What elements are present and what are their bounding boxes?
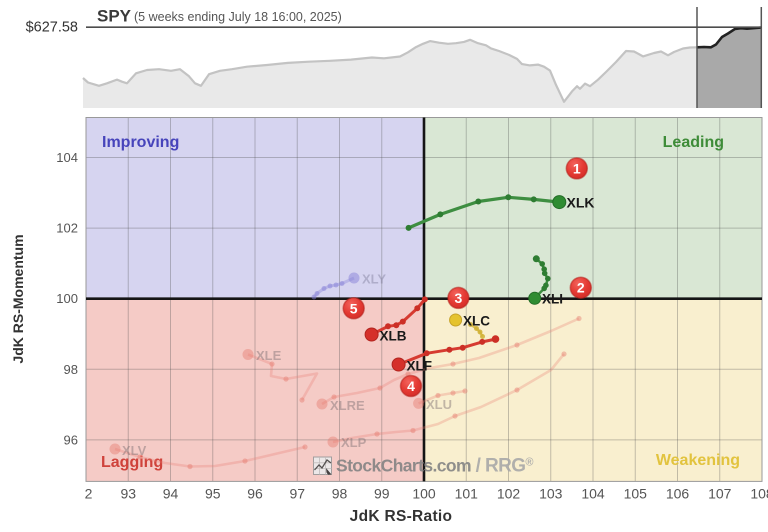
svg-text:96: 96 [64, 432, 78, 447]
svg-text:100: 100 [412, 486, 436, 502]
svg-text:Improving: Improving [102, 134, 179, 151]
svg-text:97: 97 [289, 486, 305, 502]
svg-text:106: 106 [666, 486, 690, 502]
svg-text:95: 95 [205, 486, 221, 502]
svg-text:XLB: XLB [380, 329, 407, 344]
svg-text:XLE: XLE [256, 348, 282, 363]
svg-text:Weakening: Weakening [656, 452, 740, 469]
svg-text:1: 1 [573, 160, 581, 176]
svg-text:XLV: XLV [122, 443, 147, 458]
svg-text:(5 weeks ending July 18 16:00,: (5 weeks ending July 18 16:00, 2025) [134, 10, 342, 24]
svg-text:2: 2 [85, 486, 93, 502]
svg-text:2: 2 [577, 280, 585, 296]
svg-text:105: 105 [624, 486, 648, 502]
svg-text:$627.58: $627.58 [26, 20, 78, 36]
svg-text:99: 99 [374, 486, 390, 502]
svg-text:104: 104 [56, 150, 78, 165]
svg-text:102: 102 [56, 221, 78, 236]
svg-text:102: 102 [497, 486, 521, 502]
svg-text:3: 3 [455, 290, 463, 306]
svg-text:107: 107 [708, 486, 732, 502]
svg-text:100: 100 [56, 291, 78, 306]
svg-text:104: 104 [581, 486, 605, 502]
svg-text:JdK RS-Momentum: JdK RS-Momentum [10, 234, 26, 363]
svg-text:4: 4 [407, 378, 415, 394]
svg-text:SPY: SPY [97, 7, 132, 26]
svg-text:XLI: XLI [542, 292, 563, 307]
svg-text:XLK: XLK [567, 195, 595, 211]
svg-text:XLY: XLY [362, 272, 386, 287]
svg-text:XLP: XLP [341, 435, 367, 450]
svg-text:Lagging: Lagging [101, 454, 163, 471]
svg-text:108: 108 [750, 486, 768, 502]
svg-text:JdK RS-Ratio: JdK RS-Ratio [350, 508, 453, 525]
svg-text:98: 98 [332, 486, 348, 502]
svg-text:98: 98 [64, 362, 78, 377]
svg-text:Leading: Leading [663, 134, 724, 151]
svg-text:StockCharts.com / RRG®: StockCharts.com / RRG® [336, 456, 533, 477]
svg-text:96: 96 [247, 486, 263, 502]
svg-text:XLF: XLF [407, 359, 433, 374]
svg-text:5: 5 [350, 300, 358, 316]
svg-text:XLU: XLU [426, 397, 452, 412]
svg-text:93: 93 [120, 486, 136, 502]
svg-text:94: 94 [163, 486, 179, 502]
svg-text:101: 101 [455, 486, 479, 502]
svg-text:XLC: XLC [463, 314, 490, 329]
svg-text:103: 103 [539, 486, 563, 502]
svg-text:XLRE: XLRE [330, 398, 365, 413]
